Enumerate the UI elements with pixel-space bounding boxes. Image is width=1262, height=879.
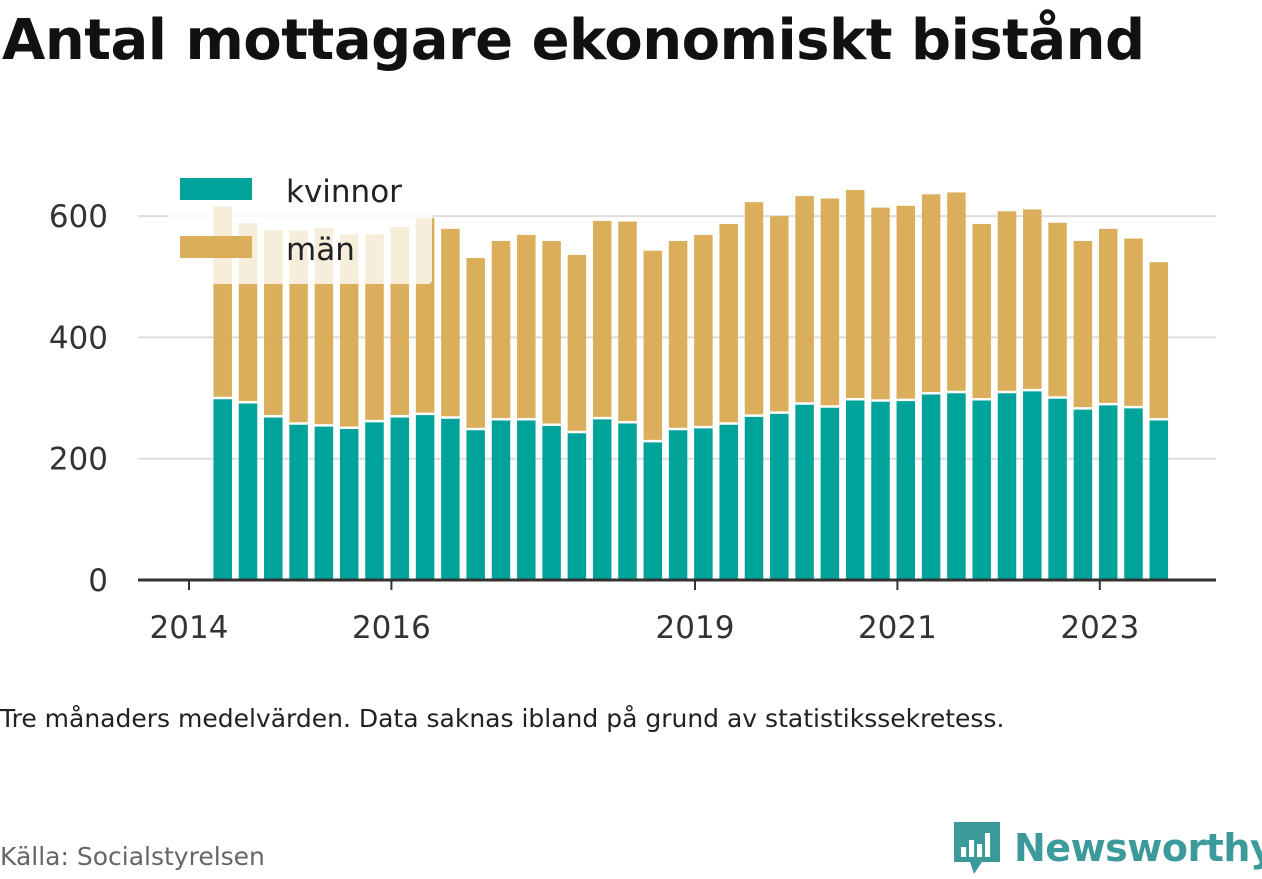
y-axis-labels: 0 200 400 600 <box>49 199 108 599</box>
bar-man <box>1048 222 1067 398</box>
y-tick-label: 600 <box>49 199 108 235</box>
bar-man <box>491 240 511 420</box>
bar-man <box>668 240 688 429</box>
bar-kvinnor <box>845 399 865 580</box>
bar-man <box>1073 240 1093 409</box>
bar-kvinnor <box>567 432 587 580</box>
brand-logo: Newsworthy <box>952 820 1262 876</box>
bar-kvinnor <box>694 427 713 580</box>
bar-man <box>947 192 966 392</box>
bar-man <box>441 228 460 418</box>
bar-man <box>770 216 789 413</box>
bar-man <box>517 234 536 420</box>
bar-man <box>896 205 916 400</box>
y-tick-label: 400 <box>49 320 108 356</box>
bar-kvinnor <box>896 399 916 580</box>
legend: kvinnor män <box>168 166 432 284</box>
bar-kvinnor <box>618 422 637 580</box>
legend-label: män <box>286 232 355 268</box>
bar-man <box>719 223 738 424</box>
bar-kvinnor <box>314 425 334 580</box>
bar-kvinnor <box>264 416 283 580</box>
bar-kvinnor <box>1048 397 1067 580</box>
bar-man <box>795 196 814 404</box>
bar-man <box>592 220 612 419</box>
bar-kvinnor <box>390 416 410 580</box>
bar-man <box>694 234 713 428</box>
bar-man <box>643 250 663 442</box>
bar-kvinnor <box>1073 408 1093 580</box>
bar-kvinnor <box>1124 407 1143 580</box>
bar-man <box>466 257 485 429</box>
bar-kvinnor <box>339 427 359 580</box>
bar-kvinnor <box>795 403 814 580</box>
brand-name: Newsworthy <box>1014 826 1262 870</box>
bar-man <box>542 240 561 425</box>
legend-label: kvinnor <box>286 174 402 210</box>
bar-man <box>744 202 764 416</box>
stacked-bar-chart: 2014 2016 2019 2021 2023 0 200 400 600 kvinnor m… <box>48 166 1216 646</box>
chart-title: Antal mottagare ekonomiskt bistånd <box>2 8 1145 73</box>
bar-kvinnor <box>770 412 789 580</box>
bar-kvinnor <box>921 393 941 580</box>
bar-kvinnor <box>997 391 1017 580</box>
source-label: Källa: Socialstyrelsen <box>0 842 265 871</box>
y-tick-label: 200 <box>49 442 108 478</box>
x-tick-label: 2014 <box>150 610 229 646</box>
x-axis: 2014 2016 2019 2021 2023 <box>138 578 1216 646</box>
bar-kvinnor <box>415 413 435 580</box>
bar-man <box>820 198 840 407</box>
y-tick-label: 0 <box>88 563 108 599</box>
bar-kvinnor <box>238 402 258 580</box>
bar-kvinnor <box>668 428 688 580</box>
bar-man <box>871 207 890 401</box>
x-tick-label: 2016 <box>352 610 431 646</box>
bar-kvinnor <box>289 423 308 580</box>
bar-kvinnor <box>213 398 232 580</box>
bar-kvinnor <box>517 419 536 580</box>
bar-kvinnor <box>542 424 561 580</box>
bar-kvinnor <box>1149 419 1169 580</box>
bar-man <box>921 194 941 394</box>
newsworthy-logo-icon <box>954 822 1000 874</box>
bar-man <box>1149 262 1169 420</box>
bar-man <box>972 223 991 400</box>
bar-man <box>567 254 587 433</box>
bar-kvinnor <box>441 417 460 580</box>
legend-swatch <box>180 178 252 200</box>
bar-kvinnor <box>947 391 966 580</box>
bar-kvinnor <box>491 419 511 580</box>
bar-man <box>845 190 865 400</box>
bar-man <box>1023 209 1042 391</box>
bar-man <box>1124 238 1143 408</box>
bar-kvinnor <box>719 423 738 580</box>
bar-kvinnor <box>466 428 485 580</box>
x-tick-label: 2019 <box>656 610 735 646</box>
bar-kvinnor <box>365 421 384 580</box>
bar-kvinnor <box>643 441 663 580</box>
bar-man <box>997 211 1017 392</box>
x-tick-label: 2021 <box>858 610 937 646</box>
bar-kvinnor <box>1098 404 1118 580</box>
bar-kvinnor <box>744 415 764 580</box>
bar-kvinnor <box>820 406 840 580</box>
bar-man <box>618 221 637 423</box>
bar-man <box>1098 228 1118 405</box>
bar-kvinnor <box>592 418 612 580</box>
chart-note: Tre månaders medelvärden. Data saknas ib… <box>0 704 1005 733</box>
bar-kvinnor <box>1023 390 1042 580</box>
bar-kvinnor <box>871 400 890 580</box>
legend-swatch <box>180 236 252 258</box>
bars <box>213 190 1169 580</box>
x-tick-label: 2023 <box>1060 610 1139 646</box>
bar-kvinnor <box>972 399 991 580</box>
